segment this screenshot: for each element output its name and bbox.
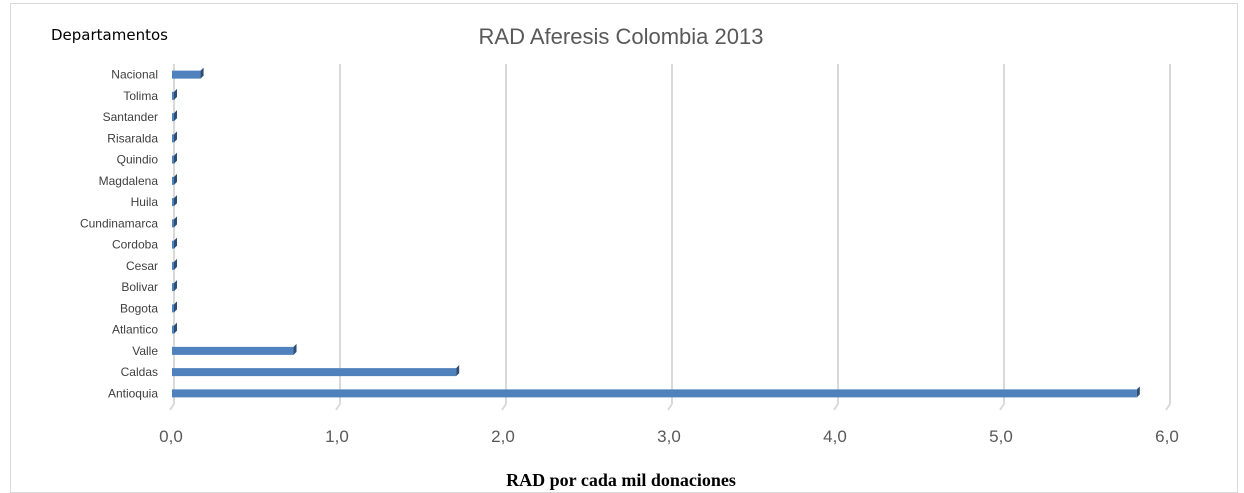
category-label: Risaralda [107,131,158,145]
category-label: Caldas [121,365,158,379]
bar-side [174,322,177,334]
category-label: Antioquia [108,386,158,400]
x-tick-label: 6,0 [1155,427,1179,446]
category-label: Santander [103,110,158,124]
bar [172,240,174,249]
bars [172,67,1140,398]
bar [172,283,174,292]
x-axis-title: RAD por cada mil donaciones [506,470,736,490]
category-label: Cesar [126,259,158,273]
bar [172,91,174,100]
gridline-foot [667,403,673,411]
bar-side [174,237,177,249]
bar [172,304,174,313]
category-label: Quindio [117,153,159,167]
chart-frame: Departamentos RAD Aferesis Colombia 2013… [10,3,1238,493]
bar-side [200,67,204,79]
gridline-foot [999,403,1005,411]
bar [172,389,1137,398]
category-label: Nacional [111,68,158,82]
x-tick-labels: 0,0 1,0 2,0 3,0 4,0 5,0 6,0 [159,427,1179,446]
x-tick-label: 0,0 [159,427,183,446]
x-tick-label: 4,0 [823,427,847,446]
gridline-foot [335,403,341,411]
bar-side [174,131,177,143]
category-label: Cundinamarca [80,216,158,230]
bar-side [174,195,177,207]
bar-side [174,173,177,185]
bar [172,134,174,143]
x-tick-label: 1,0 [325,427,349,446]
bar-side [1136,386,1140,398]
bar [172,176,174,185]
x-tick-label: 3,0 [657,427,681,446]
bar-chart: Departamentos RAD Aferesis Colombia 2013… [51,24,1179,490]
category-label: Atlantico [112,323,158,337]
gridline-foot [501,403,507,411]
category-labels: Antioquia Caldas Valle Atlantico Bogota Boliv… [80,68,158,401]
bar-side [174,152,177,164]
gridline-foot [1165,403,1171,411]
category-label: Bogota [120,301,158,315]
category-label: Cordoba [112,238,158,252]
gridline-foot [169,403,175,411]
category-label: Tolima [123,89,158,103]
bar [172,198,174,207]
bar [172,113,174,122]
gridline-foot [833,403,839,411]
bar-side [174,88,177,100]
category-label: Valle [132,344,158,358]
bar [172,325,174,334]
bar-side [174,280,177,292]
bar [172,219,174,228]
category-label: Magdalena [99,174,159,188]
gridlines [169,64,1171,411]
bar-side [293,343,297,355]
x-tick-label: 5,0 [989,427,1013,446]
bar [172,70,201,79]
bar-side [174,110,177,122]
bar [172,261,174,270]
category-label: Bolivar [121,280,158,294]
chart-title: RAD Aferesis Colombia 2013 [479,24,764,49]
bar [172,155,174,164]
bar [172,346,294,355]
bar-side [456,365,460,377]
category-label: Huila [131,195,159,209]
bar-side [174,216,177,228]
x-tick-label: 2,0 [491,427,515,446]
bar-side [174,258,177,270]
y-axis-side-label: Departamentos [51,26,168,44]
bar [172,368,457,377]
bar-side [174,301,177,313]
